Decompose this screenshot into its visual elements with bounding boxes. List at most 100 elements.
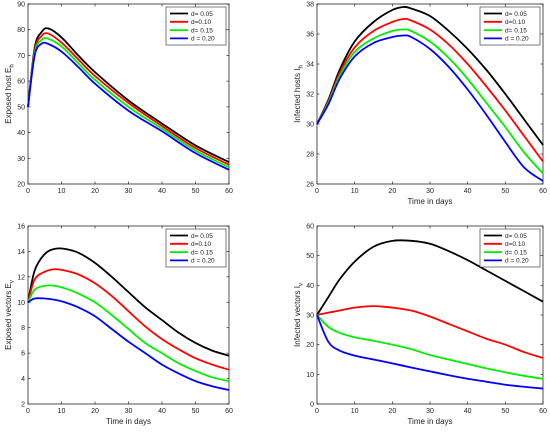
exposed-host-legend-label-1: d= 0.05 bbox=[191, 11, 213, 18]
exposed-vectors-legend: d= 0.05d=0.10d= 0.15 d = 0.20 bbox=[165, 228, 227, 268]
exposed-vectors-y-tick-label: 16 bbox=[17, 224, 25, 231]
infected-vectors-legend-label-2: d=0.10 bbox=[505, 241, 525, 248]
exposed-host-y-tick-label: 40 bbox=[17, 130, 25, 137]
infected-vectors-legend-label-1: d= 0.05 bbox=[505, 233, 527, 240]
infected-hosts-y-axis-label-subscript: h bbox=[299, 65, 305, 68]
infected-vectors-x-tick-label: 20 bbox=[388, 408, 396, 415]
infected-vectors-x-tick-label: 30 bbox=[426, 408, 434, 415]
infected-hosts-y-axis-label-text: Infected hosts I bbox=[293, 69, 302, 123]
exposed-host-y-axis-label-text: Exposed host E bbox=[4, 68, 13, 124]
infected-hosts-series-line-3 bbox=[316, 28, 544, 175]
exposed-host-legend-label-3: d= 0.15 bbox=[191, 27, 213, 34]
exposed-vectors-x-tick-label: 0 bbox=[26, 408, 30, 415]
exposed-vectors-y-tick-label: 10 bbox=[17, 300, 25, 307]
infected-hosts-legend-label-2: d=0.10 bbox=[505, 19, 525, 26]
exposed-vectors-series-line-3 bbox=[27, 284, 230, 382]
exposed-host-y-tick-label: 50 bbox=[17, 104, 25, 111]
infected-hosts-x-tick-label: 10 bbox=[351, 188, 359, 195]
infected-hosts-series-line-4 bbox=[316, 34, 544, 182]
exposed-vectors-series-line-4 bbox=[27, 297, 230, 391]
infected-hosts-legend-label-3: d= 0.15 bbox=[505, 27, 527, 34]
exposed-vectors-x-tick-label: 20 bbox=[91, 408, 99, 415]
exposed-vectors-x-tick-label: 50 bbox=[192, 408, 200, 415]
infected-hosts-y-tick-label: 34 bbox=[306, 62, 314, 69]
exposed-host-y-axis-label-subscript: h bbox=[10, 64, 16, 67]
infected-hosts-x-tick-label: 60 bbox=[539, 188, 547, 195]
exposed-host-x-tick-label: 0 bbox=[26, 188, 30, 195]
infected-vectors-series-line-4 bbox=[316, 314, 544, 390]
infected-hosts-y-tick-label: 30 bbox=[306, 122, 314, 129]
infected-vectors-y-tick-label: 40 bbox=[306, 283, 314, 290]
infected-hosts-series-line-2 bbox=[316, 17, 544, 163]
infected-hosts-y-tick-label: 36 bbox=[306, 32, 314, 39]
infected-vectors-series-line-1 bbox=[316, 239, 544, 316]
exposed-host-y-axis-label: Exposed host Eh bbox=[4, 64, 16, 123]
infected-vectors-y-tick-label: 50 bbox=[306, 253, 314, 260]
exposed-vectors-x-tick-label: 10 bbox=[58, 408, 66, 415]
exposed-vectors-y-axis-label-subscript: v bbox=[10, 280, 16, 283]
exposed-vectors-legend-label-4: d = 0.20 bbox=[191, 258, 215, 265]
exposed-vectors-y-tick-label: 6 bbox=[21, 351, 25, 358]
exposed-host-chart: 0 10 20 30 40 50 60 20 30 40 50 60 70 80 90 Exposed hos… bbox=[4, 2, 233, 196]
infected-vectors-y-tick-label: 10 bbox=[306, 372, 314, 379]
exposed-vectors-x-axis-label: Time in days bbox=[106, 417, 151, 426]
infected-hosts-legend: d= 0.05d=0.10d= 0.15 d = 0.20 bbox=[479, 6, 541, 46]
infected-vectors-x-tick-label: 50 bbox=[501, 408, 509, 415]
exposed-vectors-y-axis-label-text: Exposed vectors E bbox=[4, 283, 13, 350]
exposed-host-x-tick-label: 10 bbox=[58, 188, 66, 195]
infected-hosts-series-line-1 bbox=[316, 6, 544, 146]
exposed-vectors-legend-label-2: d=0.10 bbox=[191, 241, 211, 248]
exposed-host-y-tick-label: 70 bbox=[17, 53, 25, 60]
exposed-host-x-tick-label: 20 bbox=[91, 188, 99, 195]
infected-vectors-series-line-2 bbox=[316, 305, 544, 359]
infected-vectors-chart: 0 10 20 30 40 50 60 0 10 20 30 40 50 60 Time in days In… bbox=[293, 224, 547, 427]
infected-vectors-y-tick-label: 0 bbox=[310, 402, 314, 409]
infected-vectors-series-line-3 bbox=[316, 314, 544, 380]
exposed-vectors-legend-label-3: d= 0.15 bbox=[191, 249, 213, 256]
exposed-vectors-y-tick-label: 14 bbox=[17, 249, 25, 256]
infected-hosts-y-tick-label: 32 bbox=[306, 92, 314, 99]
infected-vectors-x-tick-label: 60 bbox=[539, 408, 547, 415]
infected-vectors-x-tick-label: 0 bbox=[315, 408, 319, 415]
exposed-vectors-chart: 0 10 20 30 40 50 60 2 4 6 8 10 12 14 16 Time in days Exp… bbox=[4, 224, 233, 427]
infected-hosts-x-tick-label: 30 bbox=[426, 188, 434, 195]
infected-hosts-y-tick-label: 26 bbox=[306, 182, 314, 189]
exposed-vectors-y-tick-label: 4 bbox=[21, 376, 25, 383]
exposed-vectors-x-tick-label: 40 bbox=[158, 408, 166, 415]
infected-hosts-y-tick-label: 38 bbox=[306, 2, 314, 9]
exposed-host-y-tick-label: 80 bbox=[17, 27, 25, 34]
infected-vectors-x-tick-label: 40 bbox=[464, 408, 472, 415]
infected-hosts-x-tick-label: 0 bbox=[315, 188, 319, 195]
infected-hosts-x-tick-label: 40 bbox=[464, 188, 472, 195]
exposed-host-series-line-2 bbox=[27, 32, 230, 166]
exposed-host-y-tick-label: 60 bbox=[17, 79, 25, 86]
infected-vectors-x-tick-label: 10 bbox=[351, 408, 359, 415]
infected-hosts-y-axis-label: Infected hosts Ih bbox=[293, 65, 305, 123]
exposed-vectors-y-axis-label: Exposed vectors Ev bbox=[4, 280, 16, 350]
infected-vectors-y-tick-label: 30 bbox=[306, 313, 314, 320]
exposed-vectors-y-tick-label: 8 bbox=[21, 325, 25, 332]
exposed-host-y-tick-label: 20 bbox=[17, 182, 25, 189]
exposed-vectors-y-tick-label: 2 bbox=[21, 402, 25, 409]
infected-hosts-x-tick-label: 20 bbox=[388, 188, 396, 195]
exposed-vectors-y-tick-label: 12 bbox=[17, 274, 25, 281]
exposed-host-series-line-4 bbox=[27, 41, 230, 171]
infected-vectors-y-tick-label: 60 bbox=[306, 224, 314, 231]
infected-hosts-legend-label-4: d = 0.20 bbox=[505, 36, 529, 43]
infected-hosts-x-tick-label: 50 bbox=[501, 188, 509, 195]
exposed-host-series-line-1 bbox=[27, 27, 230, 163]
exposed-vectors-series-line-2 bbox=[27, 268, 230, 371]
exposed-host-series-line-3 bbox=[27, 37, 230, 169]
exposed-host-legend: d= 0.05d=0.10d= 0.15 d = 0.20 bbox=[165, 6, 227, 46]
infected-vectors-x-axis-label: Time in days bbox=[407, 417, 452, 426]
exposed-vectors-legend-label-1: d= 0.05 bbox=[191, 233, 213, 240]
infected-vectors-y-tick-label: 20 bbox=[306, 342, 314, 349]
exposed-host-legend-label-2: d=0.10 bbox=[191, 19, 211, 26]
exposed-vectors-x-tick-label: 60 bbox=[225, 408, 233, 415]
infected-hosts-x-axis-label: Time in days bbox=[407, 197, 452, 206]
exposed-vectors-x-tick-label: 30 bbox=[125, 408, 133, 415]
infected-vectors-y-axis-label: Infected vectors Iv bbox=[293, 283, 305, 347]
exposed-host-y-tick-label: 30 bbox=[17, 156, 25, 163]
infected-vectors-legend: d= 0.05d=0.10d= 0.15 d = 0.20 bbox=[479, 228, 541, 268]
